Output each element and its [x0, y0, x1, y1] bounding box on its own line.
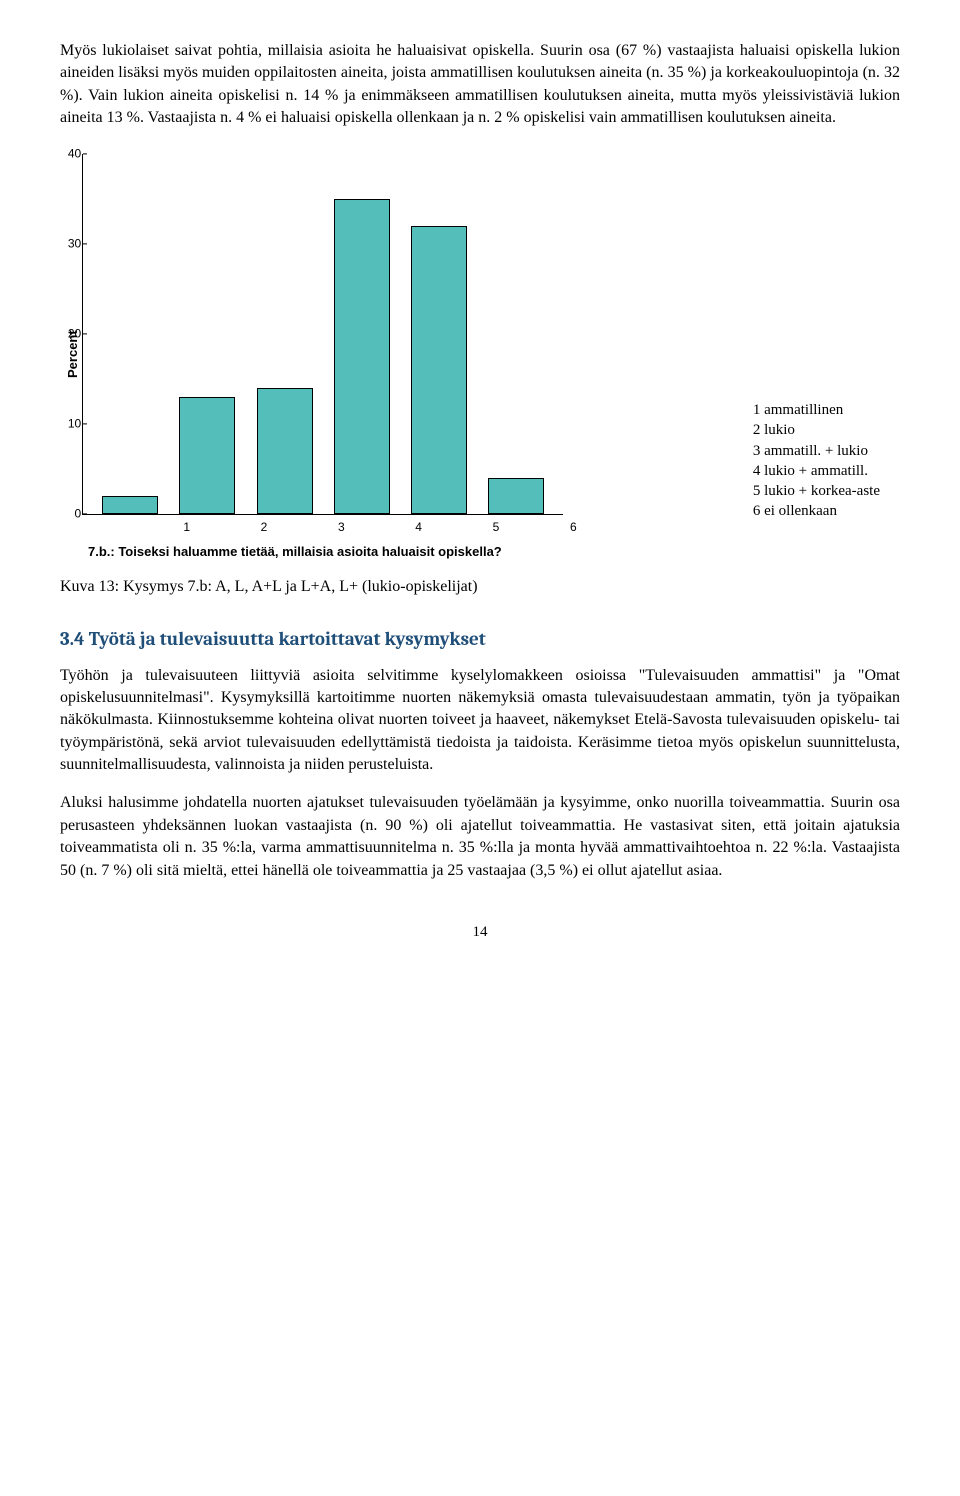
ytick: 40: [53, 145, 81, 162]
legend-item: 4 lukio + ammatill.: [753, 461, 880, 481]
legend-item: 6 ei ollenkaan: [753, 501, 880, 521]
bar: [334, 199, 390, 514]
paragraph-intro: Myös lukiolaiset saivat pohtia, millaisi…: [60, 40, 900, 130]
xtick: 5: [468, 519, 524, 536]
chart-legend: 1 ammatillinen 2 lukio 3 ammatill. + luk…: [753, 400, 880, 522]
legend-item: 1 ammatillinen: [753, 400, 880, 420]
xtick: 2: [236, 519, 292, 536]
chart-xticks: 1 2 3 4 5 6: [140, 515, 620, 536]
xtick: 3: [313, 519, 369, 536]
legend-item: 5 lukio + korkea-aste: [753, 481, 880, 501]
paragraph-body: Aluksi halusimme johdatella nuorten ajat…: [60, 792, 900, 882]
legend-item: 2 lukio: [753, 420, 880, 440]
bar: [179, 397, 235, 514]
bar: [488, 478, 544, 514]
xtick: 1: [159, 519, 215, 536]
paragraph-body: Työhön ja tulevaisuuteen liittyviä asioi…: [60, 665, 900, 777]
ytick: 0: [53, 505, 81, 522]
figure-caption: Kuva 13: Kysymys 7.b: A, L, A+L ja L+A, …: [60, 576, 900, 598]
ytick: 30: [53, 235, 81, 252]
page-number: 14: [60, 922, 900, 943]
bar: [257, 388, 313, 514]
chart-xlabel: 7.b.: Toiseksi haluamme tietää, millaisi…: [88, 543, 620, 561]
legend-item: 3 ammatill. + lukio: [753, 441, 880, 461]
ytick: 20: [53, 325, 81, 342]
chart-plot: 010203040: [82, 154, 563, 515]
bar: [102, 496, 158, 514]
bar: [411, 226, 467, 514]
section-heading: 3.4 Työtä ja tulevaisuutta kartoittavat …: [60, 626, 900, 653]
chart-bars: [83, 154, 563, 514]
xtick: 6: [545, 519, 601, 536]
chart-yticks: 010203040: [53, 154, 81, 514]
ytick: 10: [53, 415, 81, 432]
xtick: 4: [391, 519, 447, 536]
bar-chart: Percent 010203040 123456 7.b.: Toiseksi …: [60, 154, 620, 562]
